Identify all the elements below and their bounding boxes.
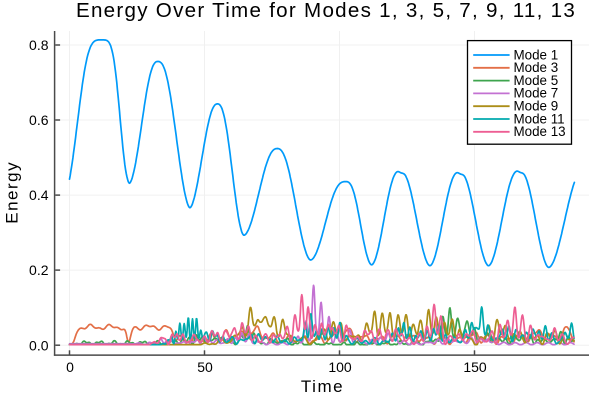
- svg-text:0.8: 0.8: [29, 37, 49, 53]
- svg-text:Mode 11: Mode 11: [514, 111, 565, 126]
- svg-text:Mode 5: Mode 5: [514, 73, 559, 88]
- svg-text:100: 100: [328, 359, 352, 375]
- svg-text:Mode 1: Mode 1: [514, 47, 559, 62]
- svg-text:0.2: 0.2: [29, 262, 49, 278]
- svg-text:Mode 9: Mode 9: [514, 99, 559, 114]
- svg-text:Mode 13: Mode 13: [514, 124, 566, 139]
- svg-text:Mode 7: Mode 7: [514, 86, 559, 101]
- svg-text:Mode 3: Mode 3: [514, 60, 559, 75]
- svg-text:0.0: 0.0: [29, 337, 49, 353]
- svg-text:150: 150: [463, 359, 487, 375]
- svg-text:Energy Over Time for Modes 1,: Energy Over Time for Modes 1, 3, 5, 7, 9…: [76, 0, 576, 22]
- svg-text:0: 0: [66, 359, 74, 375]
- svg-text:0.6: 0.6: [29, 112, 49, 128]
- svg-text:Time: Time: [301, 377, 344, 396]
- svg-text:50: 50: [197, 359, 213, 375]
- svg-text:0.4: 0.4: [29, 187, 49, 203]
- svg-text:Energy: Energy: [3, 161, 22, 224]
